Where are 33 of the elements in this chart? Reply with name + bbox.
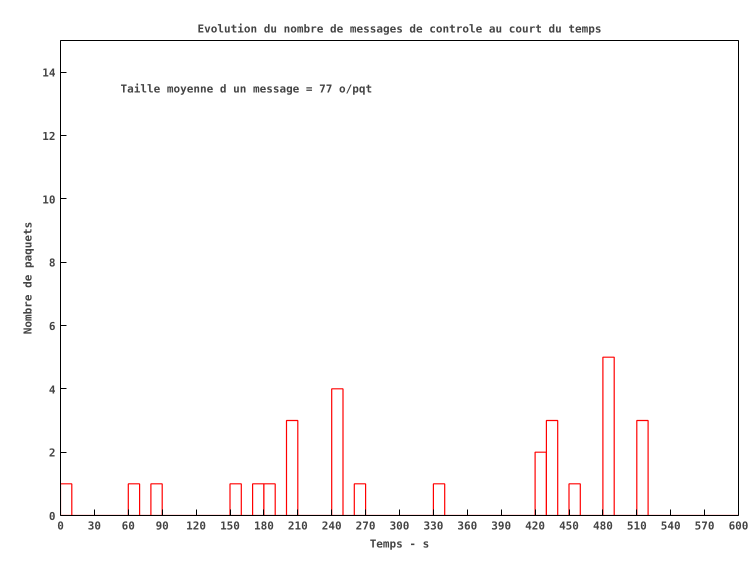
chart-title: Evolution du nombre de messages de controle au court du temps [198,22,602,36]
y-tick-label: 0 [48,510,56,523]
y-tick-label: 2 [48,446,56,460]
x-tick-label: 420 [525,520,546,532]
x-tick-label: 480 [592,520,613,532]
x-tick-label: 330 [423,520,444,532]
x-tick-label: 150 [220,520,240,532]
annotation: Taille moyenne d un message = 77 o/pqt [120,82,372,96]
x-tick-label: 540 [660,520,681,532]
y-tick-label: 12 [42,130,56,143]
y-tick-label: 6 [48,320,56,333]
x-tick-label: 360 [457,520,478,532]
x-tick-label: 30 [88,520,102,532]
x-tick-label: 390 [491,520,512,532]
x-tick-label: 0 [57,520,64,532]
y-tick-label: 10 [42,193,56,206]
y-tick-label: 14 [42,66,56,80]
x-tick-label: 90 [156,520,169,532]
y-tick-label: 4 [48,383,56,396]
x-tick-label: 570 [694,520,715,532]
x-tick-label: 600 [728,520,748,532]
x-tick-label: 120 [186,520,206,532]
x-tick-label: 60 [122,520,135,532]
x-tick-label: 510 [626,520,647,532]
x-tick-label: 210 [288,520,308,532]
x-tick-label: 180 [254,520,274,532]
x-tick-label: 270 [356,520,376,532]
x-axis-title: Temps - s [370,538,430,550]
x-tick-label: 300 [390,520,410,532]
y-tick-label: 8 [48,256,56,270]
x-tick-label: 450 [559,520,579,532]
x-tick-label: 240 [322,520,342,532]
y-axis-title: Nombre de paquets [21,222,34,334]
